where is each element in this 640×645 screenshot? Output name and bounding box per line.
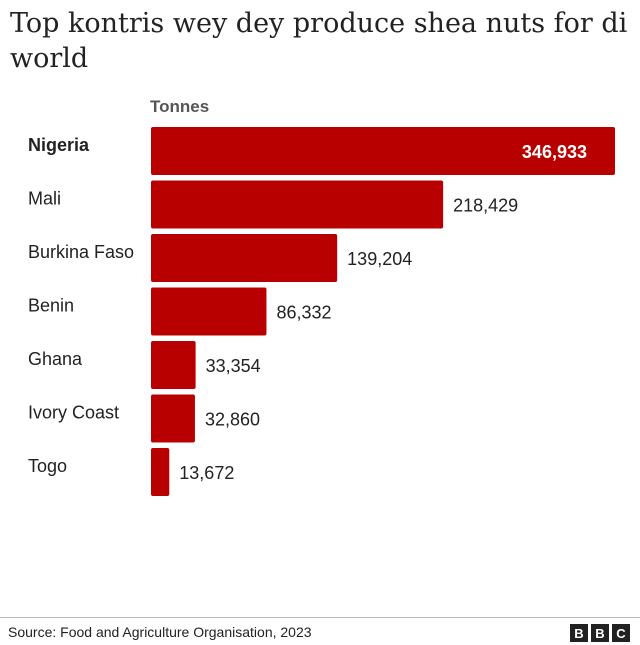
bar bbox=[151, 180, 444, 229]
value-label: 33,354 bbox=[206, 356, 261, 376]
bar bbox=[151, 287, 267, 336]
bar bbox=[151, 127, 615, 175]
bbc-logo-letter: B bbox=[570, 624, 588, 642]
category-label: Ghana bbox=[28, 349, 83, 369]
value-label: 139,204 bbox=[347, 249, 412, 269]
category-label: Nigeria bbox=[28, 135, 90, 155]
bar bbox=[151, 341, 196, 389]
bbc-logo-letter: C bbox=[612, 624, 630, 642]
source-note: Source: Food and Agriculture Organisatio… bbox=[8, 624, 312, 640]
value-label: 32,860 bbox=[205, 410, 260, 430]
bar-chart: Tonnes Nigeria 346,933 Mali 218,429 Burkina … bbox=[28, 97, 615, 496]
value-label: 346,933 bbox=[522, 142, 587, 162]
footer-divider bbox=[0, 617, 640, 618]
category-label: Burkina Faso bbox=[28, 242, 134, 262]
category-label: Ivory Coast bbox=[28, 403, 119, 423]
category-label: Mali bbox=[28, 189, 61, 209]
bar bbox=[151, 234, 338, 282]
value-label: 13,672 bbox=[179, 463, 234, 483]
category-label: Benin bbox=[28, 296, 74, 316]
chart-title: Top kontris wey dey produce shea nuts fo… bbox=[10, 8, 628, 74]
bbc-logo: B B C bbox=[570, 624, 630, 642]
bar bbox=[151, 394, 195, 443]
value-label: 86,332 bbox=[276, 303, 331, 323]
bar bbox=[151, 448, 170, 496]
category-label: Togo bbox=[28, 456, 67, 476]
unit-label: Tonnes bbox=[150, 97, 209, 116]
value-label: 218,429 bbox=[453, 196, 518, 216]
bbc-logo-letter: B bbox=[591, 624, 609, 642]
